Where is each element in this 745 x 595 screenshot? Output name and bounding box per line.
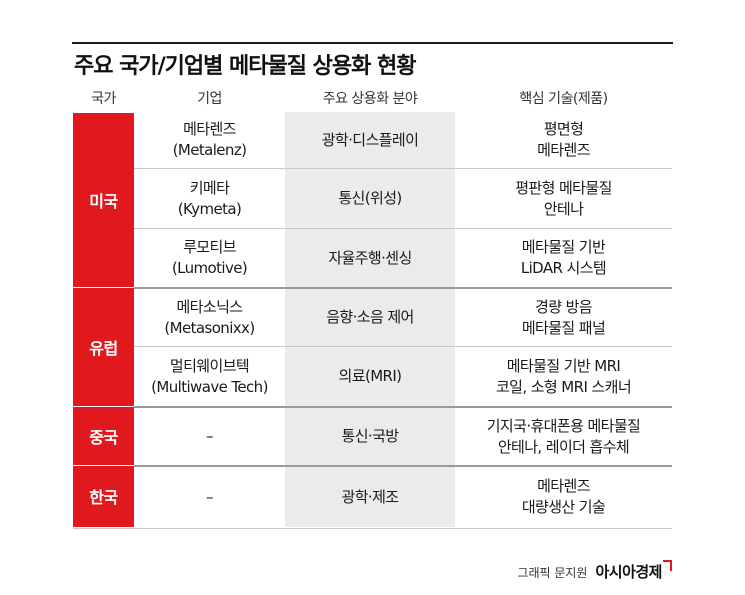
company-name: 루모티브 [183, 238, 236, 256]
field-text: 의료(MRI) [338, 367, 403, 385]
field-cell: 음향·소음 제어 [285, 287, 455, 346]
company-name-en: (Metalenz) [172, 141, 247, 159]
company-cell: 루모티브 (Lumotive) [134, 228, 285, 287]
company-name: 메타렌즈 [183, 120, 236, 138]
brand-name: 아시아경제 [595, 563, 662, 581]
company-name-en: (Multiwave Tech) [151, 377, 268, 396]
field-cell: 광학·제조 [285, 465, 455, 527]
company-name: 멀티웨이브텍 [169, 356, 250, 375]
header-country: 국가 [91, 91, 116, 107]
tech-line: 코일, 소형 MRI 스캐너 [495, 377, 632, 396]
tech-line: LiDAR 시스템 [520, 259, 607, 277]
company-cell: – [134, 465, 285, 527]
table-body: 미국 유럽 중국 한국 메타렌즈 (Metalenz) 광학·디스플레이 평면형… [73, 112, 672, 527]
tech-line: 안테나, 레이더 흡수체 [497, 437, 630, 456]
brand-logo: 아시아경제 [595, 560, 672, 582]
company-name: 메타소닉스 [176, 297, 243, 316]
field-text: 음향·소음 제어 [326, 308, 414, 326]
brand-mark-icon [663, 560, 672, 571]
tech-line: 경량 방음 [535, 297, 593, 316]
field-cell: 통신(위성) [285, 168, 455, 228]
company-cell: 멀티웨이브텍 (Multiwave Tech) [134, 346, 285, 406]
tech-line: 메타물질 기반 MRI [506, 356, 621, 375]
credit: 그래픽 문지원 아시아경제 [517, 560, 672, 582]
status-table: 국가 기업 주요 상용화 분야 핵심 기술(제품) 미국 유럽 중국 한국 메타… [73, 84, 672, 527]
field-text: 통신(위성) [338, 189, 402, 207]
tech-cell: 메타렌즈 대량생산 기술 [455, 465, 672, 527]
company-cell: – [134, 406, 285, 465]
tech-cell: 경량 방음 메타물질 패널 [455, 287, 672, 346]
company-name-en: (Kymeta) [177, 199, 242, 218]
field-cell: 광학·디스플레이 [285, 112, 455, 168]
tech-cell: 메타물질 기반 LiDAR 시스템 [455, 228, 672, 287]
company-name-en: (Lumotive) [171, 259, 248, 277]
page-title: 주요 국가/기업별 메타물질 상용화 현황 [74, 54, 417, 79]
field-text: 광학·제조 [341, 487, 400, 506]
tech-cell: 평면형 메타렌즈 [455, 112, 672, 168]
company-cell: 메타렌즈 (Metalenz) [134, 112, 285, 168]
tech-line: 메타물질 기반 [521, 238, 606, 256]
bottom-rule [73, 528, 672, 529]
company-name: 키메타 [189, 178, 230, 197]
country-cn: 중국 [73, 406, 134, 465]
tech-line: 안테나 [543, 199, 584, 218]
company-cell: 키메타 (Kymeta) [134, 168, 285, 228]
tech-cell: 메타물질 기반 MRI 코일, 소형 MRI 스캐너 [455, 346, 672, 406]
tech-line: 평면형 [543, 120, 584, 138]
country-us: 미국 [73, 112, 134, 287]
field-text: 자율주행·센싱 [328, 248, 412, 267]
company-cell: 메타소닉스 (Metasonixx) [134, 287, 285, 346]
field-cell: 자율주행·센싱 [285, 228, 455, 287]
tech-line: 메타렌즈 [537, 477, 590, 495]
country-eu: 유럽 [73, 287, 134, 406]
country-kr: 한국 [73, 465, 134, 527]
table-header: 국가 기업 주요 상용화 분야 핵심 기술(제품) [73, 84, 672, 112]
field-text: 통신·국방 [341, 427, 400, 445]
header-company: 기업 [197, 91, 222, 107]
field-cell: 통신·국방 [285, 406, 455, 465]
field-cell: 의료(MRI) [285, 346, 455, 406]
header-tech: 핵심 기술(제품) [519, 91, 608, 107]
tech-line: 메타물질 패널 [521, 318, 606, 337]
tech-cell: 기지국·휴대폰용 메타물질 안테나, 레이더 흡수체 [455, 406, 672, 465]
company-name: – [206, 487, 213, 506]
tech-line: 기지국·휴대폰용 메타물질 [486, 416, 641, 435]
field-text: 광학·디스플레이 [321, 130, 419, 149]
credit-byline: 그래픽 문지원 [517, 566, 588, 580]
tech-cell: 평판형 메타물질 안테나 [455, 168, 672, 228]
company-name-en: (Metasonixx) [164, 318, 255, 337]
tech-line: 평판형 메타물질 [515, 178, 612, 197]
tech-line: 대량생산 기술 [521, 498, 606, 516]
top-rule [72, 42, 673, 44]
company-name: – [206, 427, 213, 445]
tech-line: 메타렌즈 [537, 141, 590, 159]
header-field: 주요 상용화 분야 [322, 91, 418, 107]
